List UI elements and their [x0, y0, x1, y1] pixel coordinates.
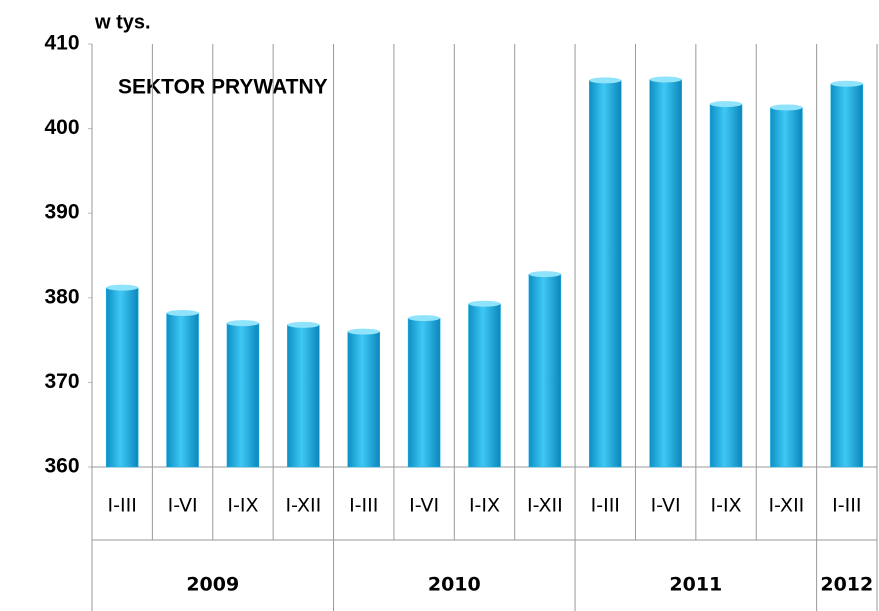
y-tick-label: 380 — [44, 285, 79, 308]
bar-cap — [106, 284, 139, 291]
bar — [347, 331, 380, 468]
bar-cap — [649, 76, 682, 83]
y-tick-label: 370 — [44, 370, 79, 393]
y-tick-label: 360 — [44, 455, 79, 478]
chart-title: w tys. — [94, 11, 151, 33]
bar-cap — [589, 77, 622, 84]
x-tick-label: I-XII — [769, 495, 805, 517]
annotation: SEKTOR PRYWATNY — [118, 76, 328, 99]
bar-cap — [830, 80, 863, 87]
y-tick-label: 400 — [44, 116, 79, 139]
bar-cap — [287, 321, 320, 328]
bar — [589, 80, 622, 468]
bar-cap — [166, 310, 199, 317]
x-tick-label: I-XII — [285, 495, 321, 517]
x-tick-label: I-IX — [710, 495, 741, 517]
x-tick-label: I-III — [591, 495, 620, 517]
x-tick-label: I-IX — [227, 495, 258, 517]
bar-cap — [710, 101, 743, 108]
x-tick-label: I-III — [349, 495, 378, 517]
x-tick-label: I-VI — [409, 495, 439, 517]
x-tick-label: I-III — [832, 495, 861, 517]
bar-cap — [528, 271, 561, 278]
x-tick-label: I-IX — [469, 495, 500, 517]
bar — [649, 79, 682, 468]
bar-cap — [347, 328, 380, 335]
bar — [770, 107, 803, 468]
y-tick-label: 390 — [44, 201, 79, 224]
bar — [528, 273, 562, 468]
x-tick-label: I-III — [108, 495, 137, 517]
bar-cap — [408, 315, 441, 322]
bar — [287, 324, 320, 468]
bar — [105, 287, 139, 468]
bar — [709, 103, 743, 468]
x-tick-label: I-VI — [168, 495, 198, 517]
y-tick-label: 410 — [44, 32, 79, 55]
bar-cap — [770, 104, 803, 111]
group-label: 2009 — [186, 574, 239, 596]
bar — [407, 317, 441, 468]
bar — [830, 83, 864, 468]
group-label: 2012 — [820, 574, 873, 596]
bar — [166, 312, 199, 468]
group-label: 2010 — [428, 574, 481, 596]
x-tick-label: I-VI — [651, 495, 681, 517]
bar — [468, 303, 501, 468]
bar-cap — [226, 320, 259, 327]
bar — [226, 322, 260, 468]
bar-cap — [468, 300, 501, 307]
group-label: 2011 — [669, 574, 722, 596]
x-tick-label: I-XII — [527, 495, 563, 517]
